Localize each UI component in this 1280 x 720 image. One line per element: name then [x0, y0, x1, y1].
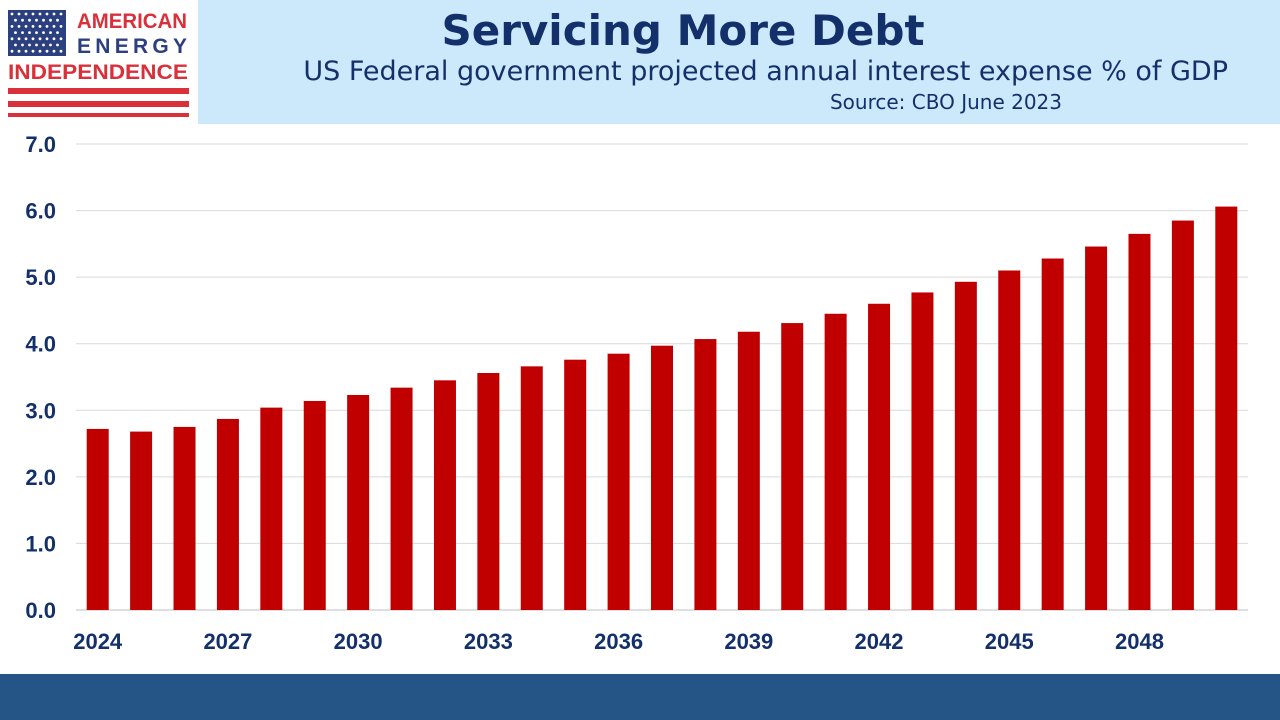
- bar-2030: [347, 394, 370, 610]
- x-tick-label: 2045: [985, 629, 1034, 654]
- y-tick-label: 6.0: [25, 199, 56, 224]
- bar-2042: [868, 303, 891, 610]
- bar-2044: [954, 281, 977, 610]
- bar-2045: [998, 270, 1021, 610]
- x-tick-label: 2027: [203, 629, 252, 654]
- bar-2049: [1171, 220, 1194, 611]
- y-axis: 0.0 1.0 2.0 3.0 4.0 5.0 6.0 7.0: [25, 132, 56, 623]
- bar-2048: [1128, 233, 1151, 610]
- bar-2028: [260, 407, 283, 610]
- x-tick-label: 2024: [73, 629, 123, 654]
- bar-2029: [303, 400, 326, 610]
- bars: [86, 206, 1238, 611]
- logo-graphic: AMERICAN ENERGY INDEPENDENCE: [8, 10, 189, 117]
- bar-chart: 0.0 1.0 2.0 3.0 4.0 5.0 6.0 7.0 2024 2027 2030 203…: [25, 132, 1248, 654]
- bar-2034: [520, 366, 543, 610]
- x-tick-label: 2036: [594, 629, 643, 654]
- x-tick-label: 2030: [334, 629, 383, 654]
- chart-title: Servicing More Debt: [441, 6, 925, 55]
- bar-2050: [1215, 206, 1238, 610]
- bar-2032: [433, 380, 456, 610]
- footer-bar: [0, 674, 1280, 720]
- bar-2031: [390, 387, 413, 610]
- chart-source: Source: CBO June 2023: [829, 90, 1062, 114]
- bar-2046: [1041, 258, 1064, 610]
- bar-2027: [216, 418, 239, 610]
- logo-line-2: ENERGY: [77, 35, 187, 58]
- bar-2043: [911, 292, 934, 610]
- y-tick-label: 4.0: [25, 332, 56, 357]
- x-tick-label: 2033: [464, 629, 513, 654]
- bar-2040: [781, 323, 804, 610]
- x-tick-label: 2042: [855, 629, 904, 654]
- y-tick-label: 7.0: [25, 132, 56, 157]
- y-tick-label: 1.0: [25, 531, 56, 556]
- logo-line-1: AMERICAN: [77, 10, 187, 33]
- bar-2038: [694, 339, 717, 610]
- y-tick-label: 3.0: [25, 398, 56, 423]
- logo-line-3: INDEPENDENCE: [8, 61, 188, 84]
- bar-2047: [1085, 246, 1108, 610]
- y-tick-label: 2.0: [25, 465, 56, 490]
- bar-2035: [564, 359, 587, 610]
- x-tick-label: 2048: [1115, 629, 1164, 654]
- bar-2024: [86, 428, 109, 610]
- bar-2025: [130, 431, 153, 610]
- chart-subtitle: US Federal government projected annual i…: [303, 56, 1228, 87]
- flag-icon: [8, 10, 66, 56]
- logo: AMERICAN ENERGY INDEPENDENCE: [0, 0, 198, 124]
- logo-stripes: [8, 88, 189, 117]
- y-tick-label: 5.0: [25, 265, 56, 290]
- bar-2037: [651, 345, 673, 610]
- bar-2039: [737, 331, 760, 610]
- header: Servicing More Debt US Federal governmen…: [198, 0, 1280, 124]
- x-axis: 2024 2027 2030 2033 2036 2039 2042 2045 2048: [73, 629, 1164, 654]
- bar-2033: [477, 373, 500, 610]
- x-tick-label: 2039: [724, 629, 773, 654]
- bar-2026: [173, 426, 196, 610]
- y-tick-label: 0.0: [25, 598, 56, 623]
- bar-2036: [607, 353, 630, 610]
- bar-2041: [824, 313, 847, 610]
